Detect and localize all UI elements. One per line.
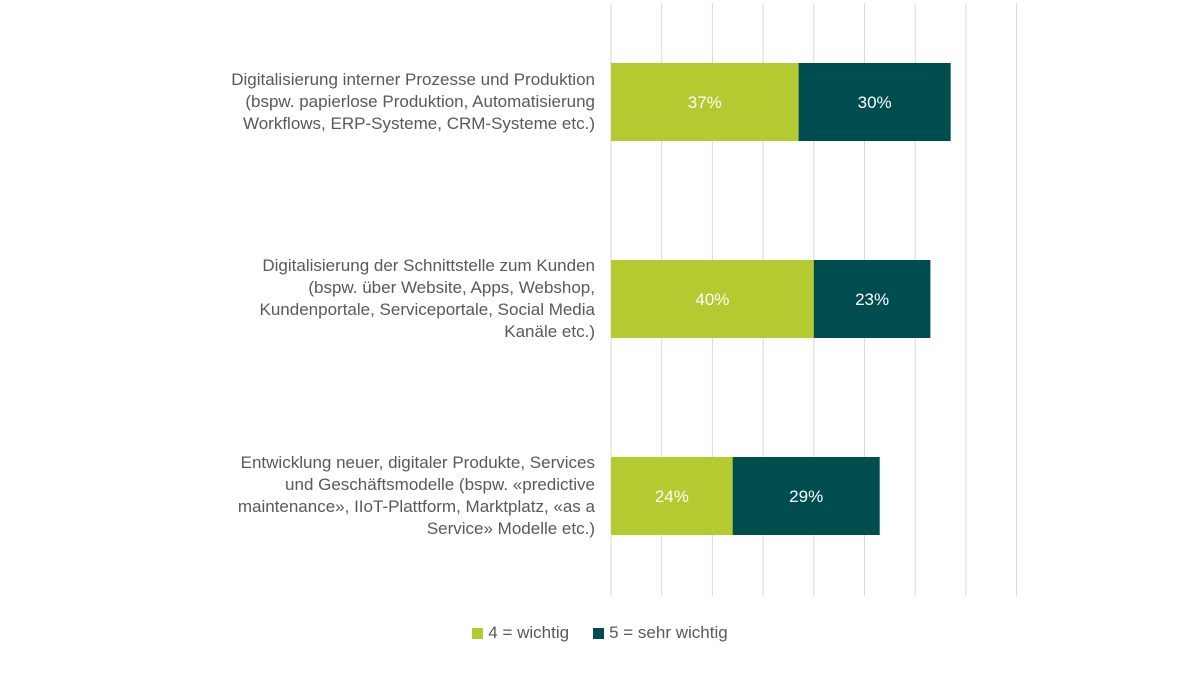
category-label-3: Entwicklung neuer, digitaler Produkte, S… — [175, 452, 595, 540]
legend-item-sehr-wichtig: 5 = sehr wichtig — [593, 623, 728, 643]
data-label: 40% — [695, 290, 729, 309]
bar-sehr-wichtig-3 — [732, 457, 880, 535]
data-label: 37% — [688, 93, 722, 112]
data-label: 29% — [789, 487, 823, 506]
category-label-line: Service» Modelle etc.) — [426, 519, 595, 538]
legend-swatch-sehr-wichtig — [593, 627, 605, 639]
category-label-line: Kundenportale, Serviceportale, Social Me… — [259, 300, 595, 319]
legend-label-sehr-wichtig: 5 = sehr wichtig — [609, 623, 728, 642]
bar-sehr-wichtig-2 — [813, 260, 931, 338]
category-label-line: Kanäle etc.) — [504, 322, 595, 341]
legend-swatch-wichtig — [472, 627, 484, 639]
category-label-2: Digitalisierung der Schnittstelle zum Ku… — [175, 255, 595, 343]
category-label-line: maintenance», IIoT-Plattform, Marktplatz… — [237, 497, 595, 516]
category-label-line: Workflows, ERP-Systeme, CRM-Systeme etc.… — [242, 114, 595, 133]
data-label: 30% — [858, 93, 892, 112]
category-label-1: Digitalisierung interner Prozesse und Pr… — [175, 69, 595, 135]
legend-label-wichtig: 4 = wichtig — [488, 623, 570, 642]
data-label: 23% — [855, 290, 889, 309]
category-label-line: Digitalisierung interner Prozesse und Pr… — [231, 70, 595, 89]
bar-wichtig-1 — [611, 63, 799, 141]
category-label-line: Entwicklung neuer, digitaler Produkte, S… — [240, 453, 595, 472]
data-label: 24% — [655, 487, 689, 506]
legend-item-wichtig: 4 = wichtig — [472, 623, 569, 643]
bar-sehr-wichtig-1 — [798, 63, 951, 141]
bar-wichtig-3 — [611, 457, 733, 535]
category-label-line: und Geschäftsmodelle (bspw. «predictive — [285, 475, 595, 494]
category-label-line: (bspw. über Website, Apps, Webshop, — [308, 278, 595, 297]
category-label-line: Digitalisierung der Schnittstelle zum Ku… — [262, 256, 595, 275]
category-label-line: (bspw. papierlose Produktion, Automatisi… — [245, 92, 595, 111]
bar-wichtig-2 — [611, 260, 814, 338]
legend: 4 = wichtig 5 = sehr wichtig — [0, 623, 1200, 643]
